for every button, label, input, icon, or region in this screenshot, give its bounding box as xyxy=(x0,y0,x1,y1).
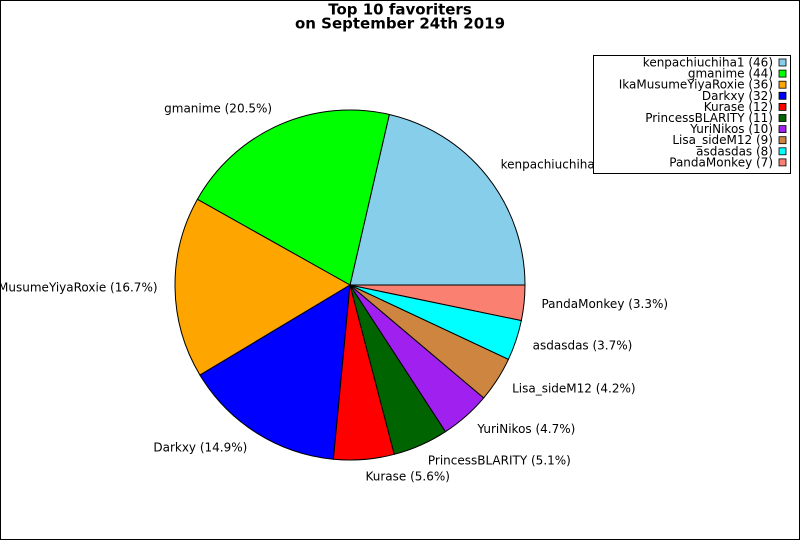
legend-label: Lisa_sideM12 (9) xyxy=(672,133,773,147)
slice-label: gmanime (20.5%) xyxy=(164,101,272,115)
legend-swatch xyxy=(778,103,787,111)
pie-slice xyxy=(199,284,351,460)
legend-swatch xyxy=(778,80,787,89)
slice-label: Darkxy (14.9%) xyxy=(153,440,247,454)
legend-label: IkaMusumeYiyaRoxie (36) xyxy=(619,78,773,92)
legend-label: kenpachiuchiha1 (46) xyxy=(643,56,773,70)
legend-label: Kurase (12) xyxy=(704,100,773,114)
slice-label: Lisa_sideM12 (4.2%) xyxy=(512,381,636,395)
legend-swatch xyxy=(778,147,787,156)
pie-slice xyxy=(196,109,390,286)
legend-swatch xyxy=(778,158,787,167)
slice-label: PrincessBLARITY (5.1%) xyxy=(428,454,571,468)
legend-label: asdasdas (8) xyxy=(696,144,773,158)
slice-label: IkaMusumeYiyaRoxie (16.7%) xyxy=(0,280,158,294)
legend-swatch xyxy=(778,69,787,78)
pie-slice xyxy=(349,284,526,322)
legend-swatch xyxy=(778,91,787,100)
legend-box xyxy=(593,55,791,174)
slice-label: YuriNikos (4.7%) xyxy=(476,422,575,436)
pie-slice xyxy=(349,113,526,286)
slice-label: Kurase (5.6%) xyxy=(365,469,449,483)
legend-swatch xyxy=(778,136,787,145)
chart-title: Top 10 favoriters xyxy=(328,1,472,19)
legend-label: gmanime (44) xyxy=(688,67,773,81)
legend-label: PrincessBLARITY (11) xyxy=(645,111,773,125)
legend-swatch xyxy=(778,125,787,133)
slice-label: asdasdas (3.7%) xyxy=(533,338,633,352)
slice-label: PandaMonkey (3.3%) xyxy=(541,297,668,311)
chart-subtitle: on September 24th 2019 xyxy=(295,15,505,33)
pie-slice xyxy=(174,198,351,376)
legend-label: PandaMonkey (7) xyxy=(669,155,773,169)
legend-swatch xyxy=(778,58,787,67)
legend-label: YuriNikos (10) xyxy=(689,122,773,136)
legend-label: Darkxy (32) xyxy=(702,89,773,103)
legend-swatch xyxy=(778,114,787,122)
